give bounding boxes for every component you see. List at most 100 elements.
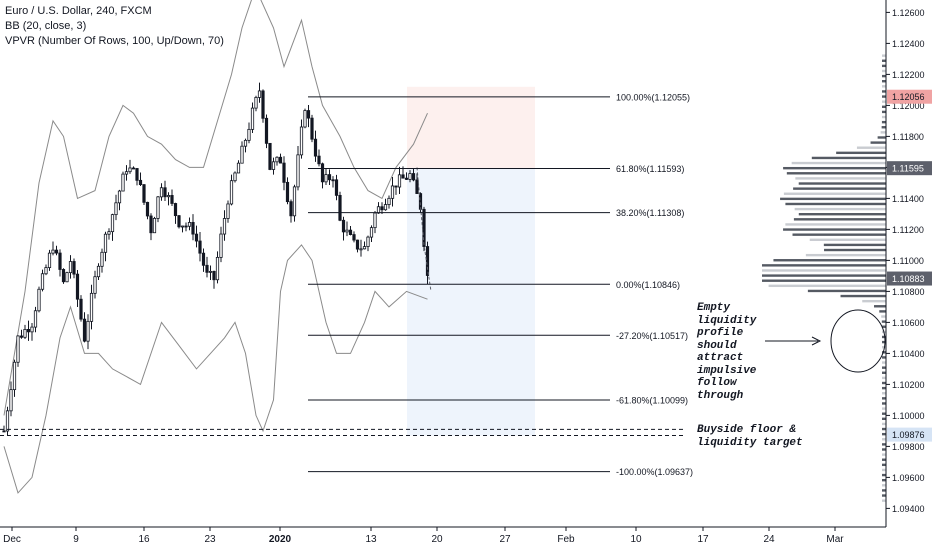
candle-body[interactable] — [334, 179, 339, 196]
candle-body[interactable] — [250, 107, 255, 130]
candle-body[interactable] — [5, 410, 10, 432]
candle-body[interactable] — [352, 234, 356, 241]
empty-profile-circle[interactable] — [830, 309, 886, 373]
candle-body[interactable] — [89, 292, 94, 322]
candle-body[interactable] — [415, 179, 419, 194]
candle-body[interactable] — [135, 168, 139, 181]
candle-body[interactable] — [376, 206, 381, 214]
candle-body[interactable] — [72, 261, 76, 275]
candle-body[interactable] — [362, 246, 367, 250]
candle-body[interactable] — [397, 174, 402, 188]
candle-body[interactable] — [205, 264, 209, 273]
candle-body[interactable] — [33, 310, 38, 328]
candle-body[interactable] — [61, 269, 66, 283]
candle-body[interactable] — [404, 177, 409, 180]
candle-body[interactable] — [54, 249, 59, 254]
candle-body[interactable] — [324, 174, 328, 183]
candle-body[interactable] — [68, 261, 73, 274]
candle-body[interactable] — [422, 208, 426, 247]
candle-body[interactable] — [310, 117, 314, 140]
candle-body[interactable] — [145, 201, 150, 217]
candle-body[interactable] — [355, 239, 360, 250]
candle-body[interactable] — [180, 225, 185, 228]
candle-body[interactable] — [348, 229, 353, 235]
candle-body[interactable] — [12, 361, 17, 391]
candle-body[interactable] — [411, 173, 416, 181]
candle-body[interactable] — [75, 273, 80, 300]
candle-body[interactable] — [275, 156, 279, 163]
candle-body[interactable] — [254, 97, 258, 109]
candle-body[interactable] — [96, 265, 101, 278]
candle-body[interactable] — [408, 173, 412, 180]
candle-body[interactable] — [257, 90, 262, 98]
candle-body[interactable] — [30, 326, 34, 333]
candle-body[interactable] — [103, 233, 108, 253]
candle-body[interactable] — [19, 335, 24, 338]
candle-body[interactable] — [114, 202, 118, 216]
candle-body[interactable] — [313, 138, 318, 157]
candle-body[interactable] — [37, 288, 41, 312]
candle-body[interactable] — [79, 298, 83, 320]
candle-body[interactable] — [226, 203, 230, 219]
candle-body[interactable] — [261, 90, 265, 119]
candle-body[interactable] — [215, 256, 220, 281]
candle-body[interactable] — [327, 174, 332, 181]
candle-body[interactable] — [23, 329, 27, 338]
candle-body[interactable] — [86, 320, 90, 342]
candle-body[interactable] — [380, 206, 384, 211]
candle-body[interactable] — [159, 187, 164, 198]
candle-body[interactable] — [212, 270, 216, 281]
candle-body[interactable] — [296, 154, 300, 188]
candle-body[interactable] — [124, 171, 129, 175]
candle-body[interactable] — [58, 252, 62, 270]
candle-body[interactable] — [285, 181, 290, 203]
candle-body[interactable] — [2, 430, 6, 433]
candle-body[interactable] — [121, 173, 125, 192]
candle-body[interactable] — [264, 117, 269, 144]
candle-body[interactable] — [173, 203, 178, 217]
candle-body[interactable] — [152, 218, 157, 234]
candle-body[interactable] — [390, 185, 395, 199]
candle-body[interactable] — [359, 248, 363, 251]
candle-body[interactable] — [9, 389, 13, 412]
candle-body[interactable] — [194, 233, 199, 242]
stop-zone[interactable] — [407, 86, 535, 169]
candle-body[interactable] — [282, 162, 286, 183]
bollinger-bands-legend[interactable]: BB (20, close, 3) — [5, 20, 87, 32]
candle-body[interactable] — [82, 318, 87, 342]
candle-body[interactable] — [268, 142, 272, 170]
candle-body[interactable] — [387, 197, 391, 205]
candle-body[interactable] — [331, 179, 335, 182]
target-zone[interactable] — [407, 168, 535, 436]
candle-body[interactable] — [156, 196, 160, 219]
candle-body[interactable] — [40, 273, 45, 290]
candle-body[interactable] — [394, 185, 398, 188]
candle-body[interactable] — [418, 193, 423, 210]
candle-body[interactable] — [93, 276, 97, 294]
candle-body[interactable] — [303, 110, 307, 128]
candle-body[interactable] — [320, 163, 325, 183]
candle-body[interactable] — [26, 329, 31, 333]
candle-body[interactable] — [65, 272, 69, 283]
candle-body[interactable] — [425, 246, 430, 276]
candle-body[interactable] — [142, 184, 146, 203]
candle-body[interactable] — [177, 215, 181, 228]
candle-body[interactable] — [289, 201, 293, 217]
candle-body[interactable] — [198, 240, 202, 254]
candle-body[interactable] — [236, 162, 241, 174]
candle-body[interactable] — [107, 231, 111, 235]
candle-body[interactable] — [149, 215, 153, 234]
candle-body[interactable] — [110, 214, 115, 233]
candle-body[interactable] — [240, 145, 244, 164]
candle-body[interactable] — [306, 110, 311, 119]
candle-body[interactable] — [247, 128, 251, 141]
candle-body[interactable] — [219, 233, 223, 258]
candle-body[interactable] — [16, 335, 20, 363]
candle-body[interactable] — [163, 187, 167, 198]
candle-body[interactable] — [138, 179, 143, 186]
candle-body[interactable] — [338, 194, 342, 221]
candle-body[interactable] — [373, 212, 377, 229]
candle-body[interactable] — [233, 172, 237, 182]
